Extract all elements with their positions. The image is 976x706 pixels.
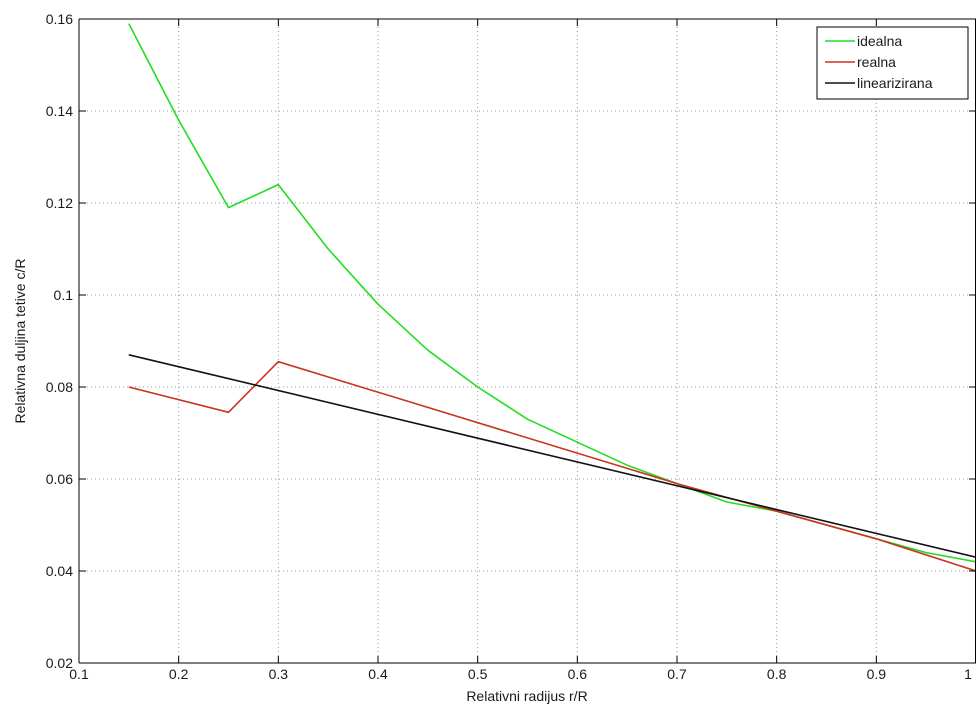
legend-label-linearizirana: linearizirana — [857, 75, 933, 91]
grid-lines — [79, 19, 976, 663]
x-tick-label-1: 0.2 — [169, 666, 189, 682]
x-tick-label-6: 0.7 — [667, 666, 687, 682]
x-tick-label-7: 0.8 — [767, 666, 787, 682]
y-tick-label-2: 0.06 — [46, 471, 73, 487]
y-tick-label-5: 0.12 — [46, 195, 73, 211]
x-tick-label-3: 0.4 — [368, 666, 388, 682]
tick-labels: 0.1 0.2 0.3 0.4 0.5 0.6 0.7 0.8 0.9 1 0.02 0.04 0.06… — [46, 11, 972, 682]
legend-box — [816, 26, 969, 100]
x-axis-title: Relativni radijus r/R — [466, 688, 587, 704]
legend-label-realna: realna — [857, 54, 896, 70]
series-line-linearizirana — [128, 354, 976, 558]
y-tick-label-0: 0.02 — [46, 655, 73, 671]
y-tick-label-1: 0.04 — [46, 563, 73, 579]
x-tick-label-8: 0.9 — [867, 666, 887, 682]
x-tick-label-0: 0.1 — [69, 666, 89, 682]
y-tick-label-6: 0.14 — [46, 103, 73, 119]
x-tick-label-2: 0.3 — [269, 666, 289, 682]
plot-area — [79, 19, 976, 663]
x-tick-label-9: 1 — [964, 666, 972, 682]
y-tick-label-4: 0.1 — [54, 287, 74, 303]
y-axis-title: Relativna duljina tetive c/R — [12, 259, 28, 424]
legend-label-idealna: idealna — [857, 33, 902, 49]
x-tick-label-4: 0.5 — [468, 666, 488, 682]
legend: idealna realna linearizirana — [816, 26, 969, 100]
series-line-realna — [128, 360, 976, 572]
x-tick-label-5: 0.6 — [568, 666, 588, 682]
y-tick-label-7: 0.16 — [46, 11, 73, 27]
y-tick-label-3: 0.08 — [46, 379, 73, 395]
series-layer — [128, 23, 976, 572]
